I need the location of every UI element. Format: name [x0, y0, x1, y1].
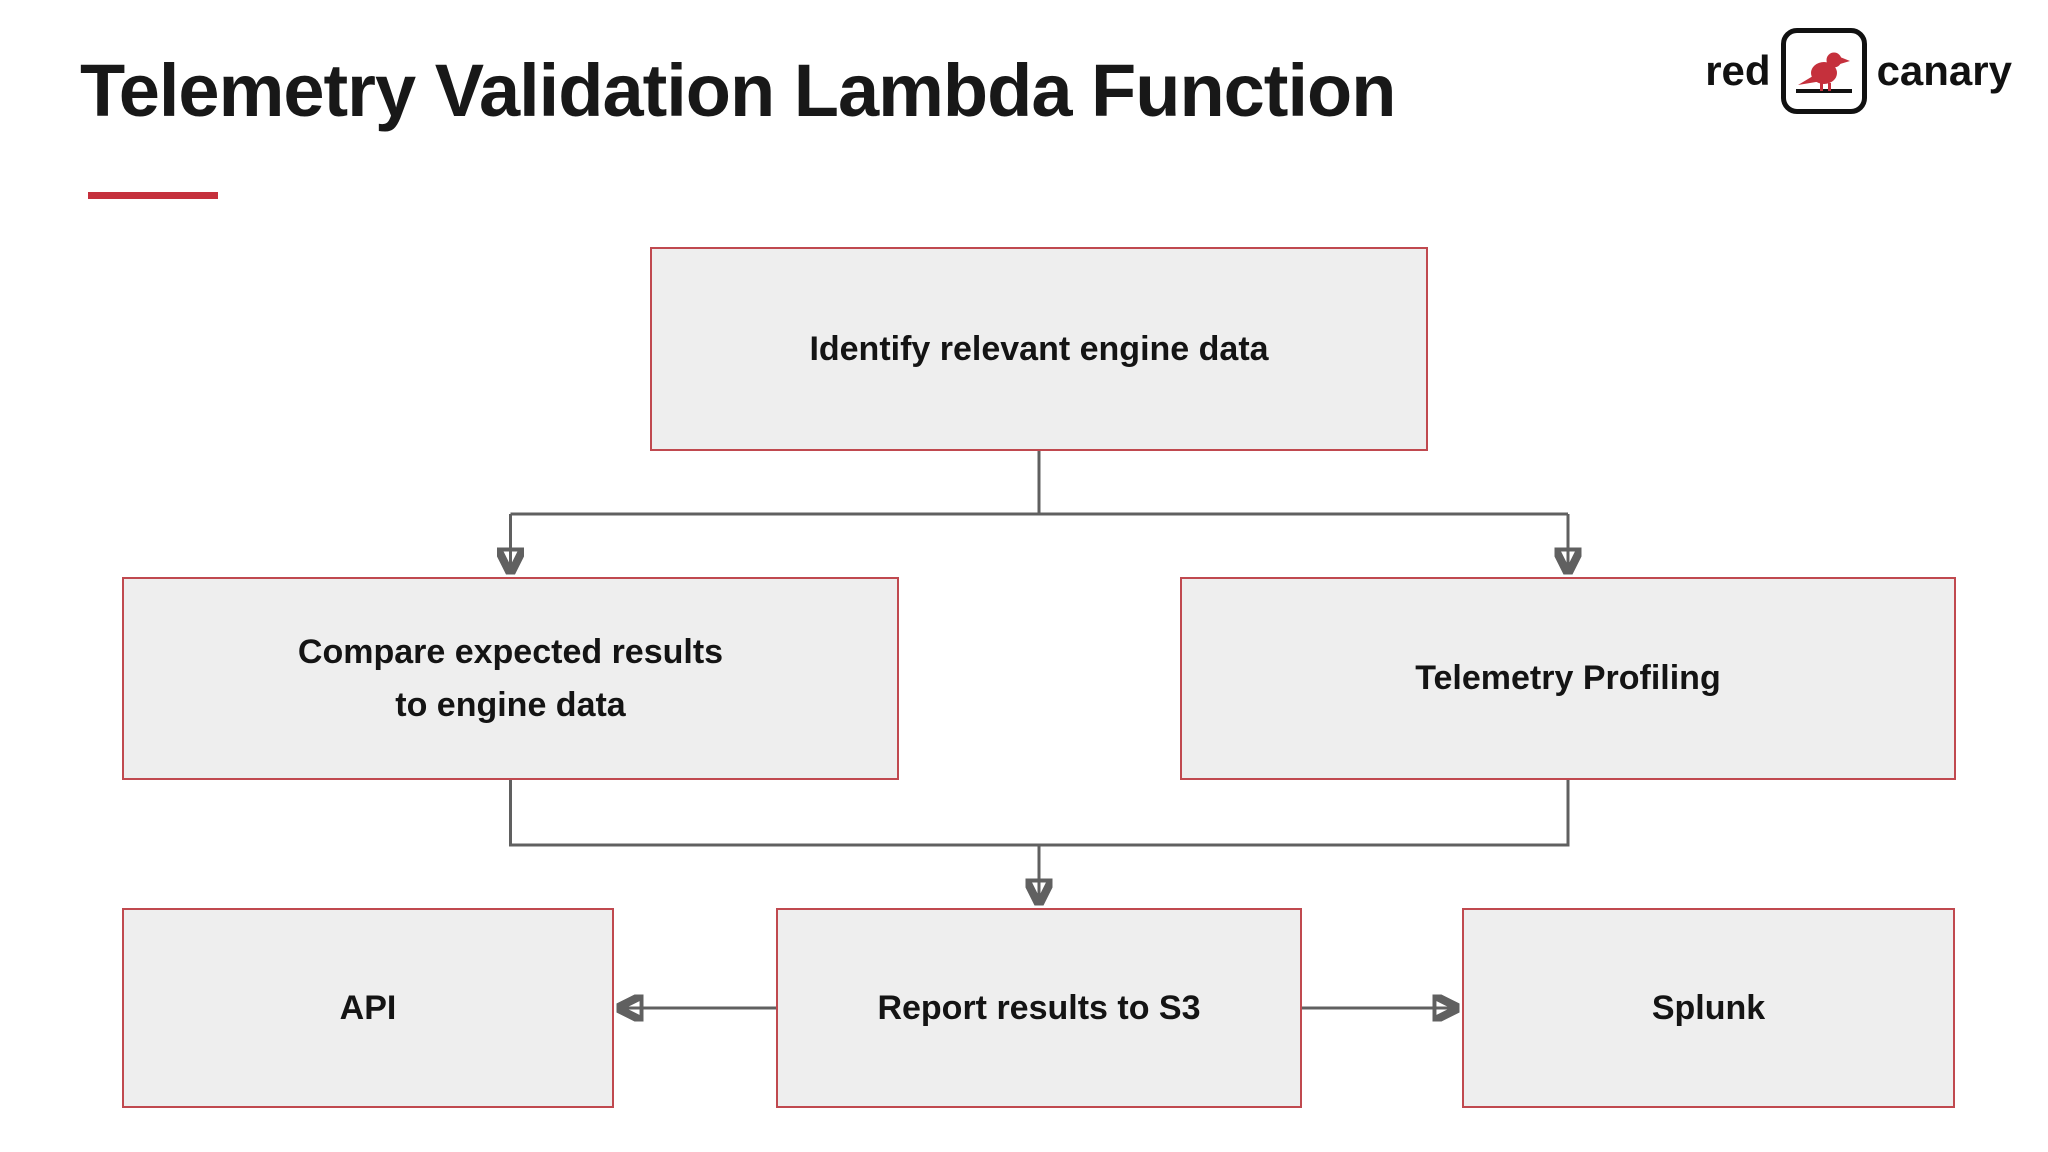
node-splunk: Splunk: [1462, 908, 1955, 1108]
node-identify-engine-data: Identify relevant engine data: [650, 247, 1428, 451]
connector-merge-to-report: [509, 780, 1570, 900]
title-underline: [88, 192, 218, 199]
page-title: Telemetry Validation Lambda Function: [80, 49, 1396, 132]
node-api: API: [122, 908, 614, 1108]
logo-text-canary: canary: [1876, 47, 2012, 94]
red-canary-logo: red canary: [1705, 28, 2012, 114]
connector-identify-split: [511, 451, 1569, 569]
node-telemetry-profiling: Telemetry Profiling: [1180, 577, 1956, 780]
canary-bird-icon: [1780, 28, 1867, 114]
logo-text-red: red: [1705, 47, 1771, 94]
node-compare-expected-results: Compare expected results to engine data: [122, 577, 899, 780]
node-report-results-s3: Report results to S3: [776, 908, 1302, 1108]
